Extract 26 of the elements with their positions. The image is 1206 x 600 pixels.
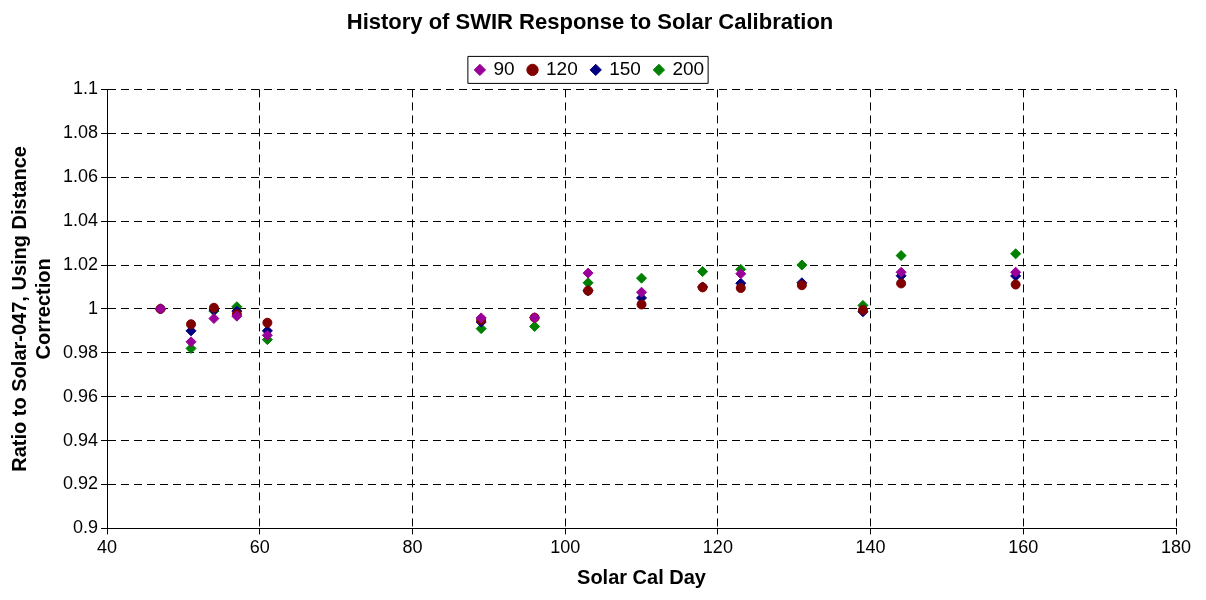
x-tick-label: 100 bbox=[550, 537, 581, 558]
y-tick-label: 1.08 bbox=[62, 122, 99, 143]
chart-title: History of SWIR Response to Solar Calibration bbox=[346, 9, 834, 35]
x-tick-label: 40 bbox=[97, 537, 118, 558]
x-tick-label: 160 bbox=[1008, 537, 1039, 558]
y-tick-label: 0.94 bbox=[62, 429, 99, 450]
y-tick-label: 0.98 bbox=[62, 341, 99, 362]
y-tick-label: 1.02 bbox=[62, 253, 99, 274]
x-tick-label: 120 bbox=[702, 537, 733, 558]
y-tick-label: 1.04 bbox=[62, 210, 99, 231]
y-tick-label: 0.92 bbox=[62, 473, 99, 494]
x-tick-label: 60 bbox=[249, 537, 270, 558]
y-tick-label: 0.9 bbox=[73, 517, 99, 538]
x-tick-label: 80 bbox=[402, 537, 423, 558]
legend-label: 150 bbox=[609, 58, 641, 80]
y-tick-label: 1.06 bbox=[62, 166, 99, 187]
y-axis-title: Ratio to Solar-047, Using Distance Correction bbox=[7, 146, 54, 472]
y-tick-label: 1 bbox=[88, 297, 99, 318]
x-tick-label: 180 bbox=[1160, 537, 1192, 558]
x-tick-label: 140 bbox=[855, 537, 886, 558]
y-tick-label: 0.96 bbox=[62, 385, 99, 406]
y-tick-label: 1.1 bbox=[73, 78, 99, 99]
x-axis-title: Solar Cal Day bbox=[577, 565, 707, 588]
legend-label: 200 bbox=[672, 58, 705, 80]
legend-label: 90 bbox=[493, 58, 515, 80]
legend-label: 120 bbox=[546, 58, 578, 80]
